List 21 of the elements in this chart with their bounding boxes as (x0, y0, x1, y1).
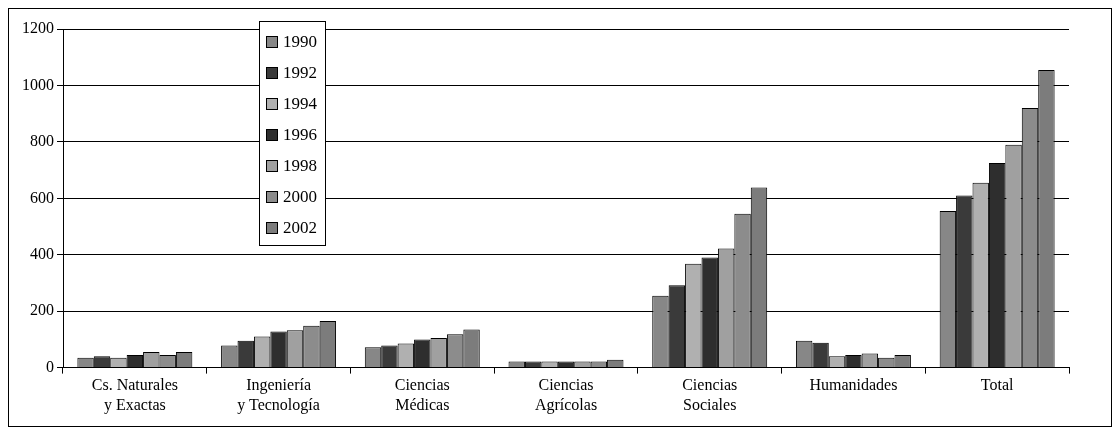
legend-label: 1992 (283, 62, 317, 83)
legend-label: 1994 (283, 93, 317, 114)
x-tick-label: Ciencias Agrícolas (534, 376, 598, 414)
y-tick-label: 200 (30, 301, 54, 319)
x-tick-label: Humanidades (809, 376, 898, 394)
legend-label: 2000 (283, 186, 317, 207)
x-tick-label: Ciencias Médicas (394, 376, 450, 413)
legend-label: 1998 (283, 155, 317, 176)
x-tick-label: Ciencias Sociales (682, 376, 738, 413)
y-tick-label: 800 (30, 132, 54, 150)
x-tick-label: Cs. Naturales y Exactas (91, 376, 178, 414)
y-tick-label: 1200 (22, 19, 54, 37)
y-tick-label: 400 (30, 244, 54, 262)
legend-label: 2002 (283, 217, 317, 238)
x-tick-label: Total (980, 376, 1015, 394)
legend-label: 1990 (283, 31, 317, 52)
y-tick-label: 1000 (22, 75, 54, 93)
x-tick-label: Ingeniería y Tecnología (237, 376, 320, 414)
y-tick-label: 0 (46, 357, 54, 375)
legend-label: 1996 (283, 124, 317, 145)
y-tick-label: 600 (30, 188, 54, 206)
